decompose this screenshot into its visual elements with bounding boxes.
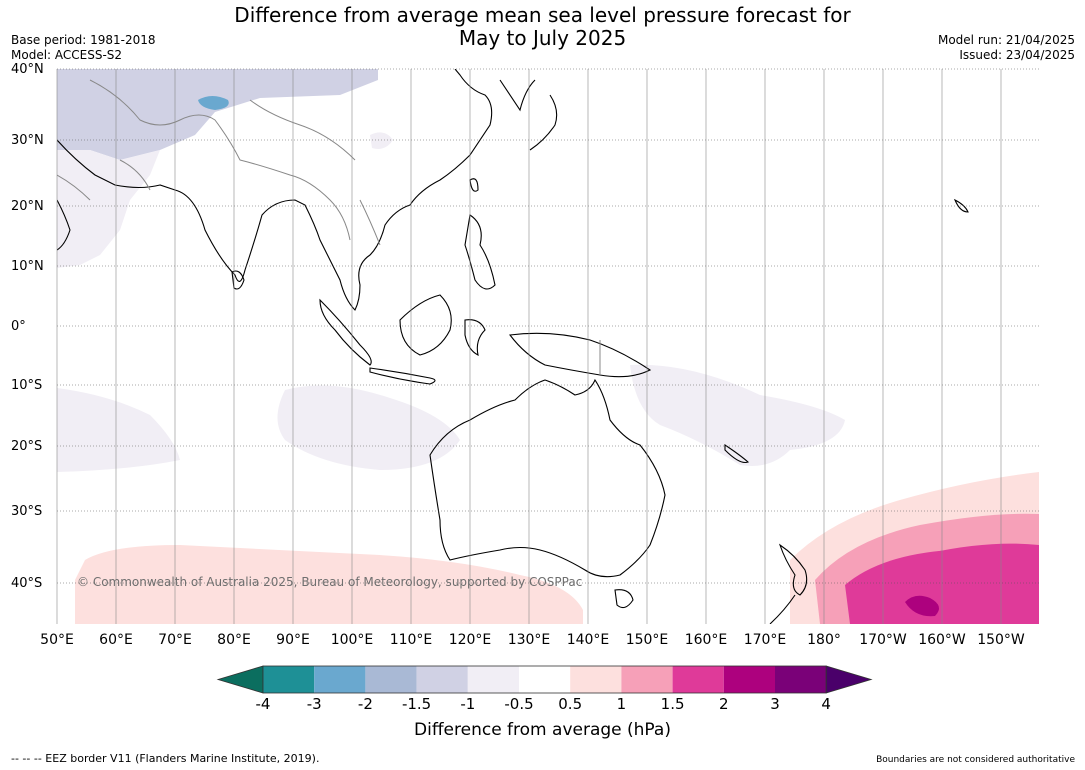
longitude-label: 130°E: [507, 632, 551, 648]
colorbar-tick-label: 3: [770, 695, 780, 713]
anomaly-region-southern-indian-ocean: [75, 545, 583, 624]
base-period: Base period: 1981-2018: [11, 33, 156, 47]
colorbar-title: Difference from average (hPa): [414, 720, 671, 740]
title-line-1: Difference from average mean sea level p…: [234, 3, 851, 27]
longitude-label: 150°E: [625, 632, 669, 648]
longitude-label: 60°E: [99, 632, 133, 648]
coast-australia: [429, 378, 666, 578]
colorbar-tick-label: -1.5: [401, 695, 432, 713]
colorbar-tick-label: 1.5: [660, 695, 685, 713]
longitude-label: 170°E: [743, 632, 787, 648]
coast-korea-japan: [499, 79, 558, 151]
colorbar-bin: [314, 666, 366, 693]
longitude-label: 170°W: [859, 632, 907, 648]
colorbar-bin: [570, 666, 622, 693]
model-name: Model: ACCESS-S2: [11, 48, 123, 62]
colorbar-tick-label: 2: [719, 695, 729, 713]
longitude-label: 160°W: [918, 632, 966, 648]
coast-new-caledonia: [724, 443, 750, 464]
graticule: [56, 68, 1039, 624]
coast-borneo: [399, 294, 452, 356]
colorbar-bin: [723, 666, 775, 693]
colorbar-tick-label: 4: [821, 695, 831, 713]
colorbar-bin: [621, 666, 673, 693]
issued-date: Issued: 23/04/2025: [959, 48, 1075, 62]
coast-new-guinea: [508, 332, 652, 378]
latitude-label: 0°: [11, 319, 26, 334]
latitude-label: 10°N: [11, 259, 44, 274]
anomaly-region-indian-ocean-west: [57, 388, 180, 472]
longitude-label: 150°W: [977, 632, 1025, 648]
model-run: Model run: 21/04/2025: [937, 33, 1075, 47]
anomaly-region-nz-15-core: [930, 543, 1039, 560]
coastlines: [57, 69, 969, 624]
anomaly-region-light-asia: [57, 150, 160, 268]
colorbar-extend-high: [825, 665, 873, 694]
colorbar-bin: [467, 666, 519, 693]
latitude-label: 40°N: [11, 62, 44, 77]
anomaly-region-indian-ocean-central: [277, 385, 460, 470]
latitude-label: 30°S: [11, 504, 43, 519]
map-title: Difference from average mean sea level p…: [0, 4, 1085, 50]
anomaly-region-tibet: [198, 96, 229, 110]
latitude-label: 20°N: [11, 199, 44, 214]
latitude-label: 10°S: [11, 378, 43, 393]
meta-right: Model run: 21/04/2025 Issued: 23/04/2025: [938, 33, 1075, 63]
longitude-label: 90°E: [276, 632, 310, 648]
coast-sulawesi: [464, 319, 486, 356]
latitude-label: 20°S: [11, 439, 43, 454]
border-lines: [57, 79, 601, 375]
anomaly-region-coral-sea: [630, 364, 845, 466]
longitude-label: 120°E: [448, 632, 492, 648]
latitude-label: 40°S: [11, 576, 43, 591]
colorbar-bin: [416, 666, 468, 693]
anomaly-region-central-asia: [57, 69, 378, 160]
colorbar-bin: [775, 666, 827, 693]
eez-note: -- -- -- EEZ border V11 (Flanders Marine…: [11, 752, 320, 765]
anomaly-region-china-light: [370, 132, 393, 149]
coast-asia-mainland: [57, 69, 493, 311]
colorbar-tick-label: -1: [460, 695, 476, 713]
coast-arabia: [57, 199, 71, 251]
longitude-label: 110°E: [389, 632, 433, 648]
anomaly-region-nz-20: [905, 595, 939, 617]
latitude-label: 30°N: [11, 133, 44, 148]
coast-hawaii: [953, 198, 969, 213]
copyright-notice: © Commonwealth of Australia 2025, Bureau…: [77, 575, 583, 589]
longitude-label: 160°E: [684, 632, 728, 648]
title-line-2: May to July 2025: [458, 26, 627, 50]
longitude-label: 80°E: [217, 632, 251, 648]
coast-sumatra: [319, 298, 372, 366]
colorbar-bin: [519, 666, 571, 693]
longitude-label: 180°: [807, 632, 841, 648]
colorbar-tick-label: -4: [255, 695, 271, 713]
meta-left: Base period: 1981-2018 Model: ACCESS-S2: [11, 33, 156, 63]
coast-sri-lanka: [231, 270, 245, 290]
colorbar-bin: [672, 666, 724, 693]
colorbar-extend-low: [216, 665, 264, 694]
colorbar-tick-label: -2: [357, 695, 373, 713]
longitude-label: 50°E: [40, 632, 74, 648]
longitude-label: 70°E: [158, 632, 192, 648]
longitude-label: 140°E: [566, 632, 610, 648]
colorbar-tick-label: 1: [616, 695, 627, 713]
boundaries-note: Boundaries are not considered authoritat…: [876, 755, 1075, 765]
country-borders: [57, 79, 601, 375]
coast-tasmania: [614, 589, 634, 609]
longitude-label: 100°E: [330, 632, 374, 648]
coast-philippines: [464, 214, 496, 290]
colorbar-bin: [263, 666, 315, 693]
colorbar-tick-label: 0.5: [558, 695, 583, 713]
colorbar-tick-label: -0.5: [504, 695, 534, 713]
coast-new-zealand: [769, 543, 808, 624]
colorbar-tick-label: -3: [306, 695, 322, 713]
coast-java: [369, 367, 436, 385]
anomaly-shading: [57, 69, 1039, 624]
coast-taiwan: [469, 178, 479, 192]
colorbar-frame: [262, 665, 827, 694]
colorbar-bin: [365, 666, 417, 693]
